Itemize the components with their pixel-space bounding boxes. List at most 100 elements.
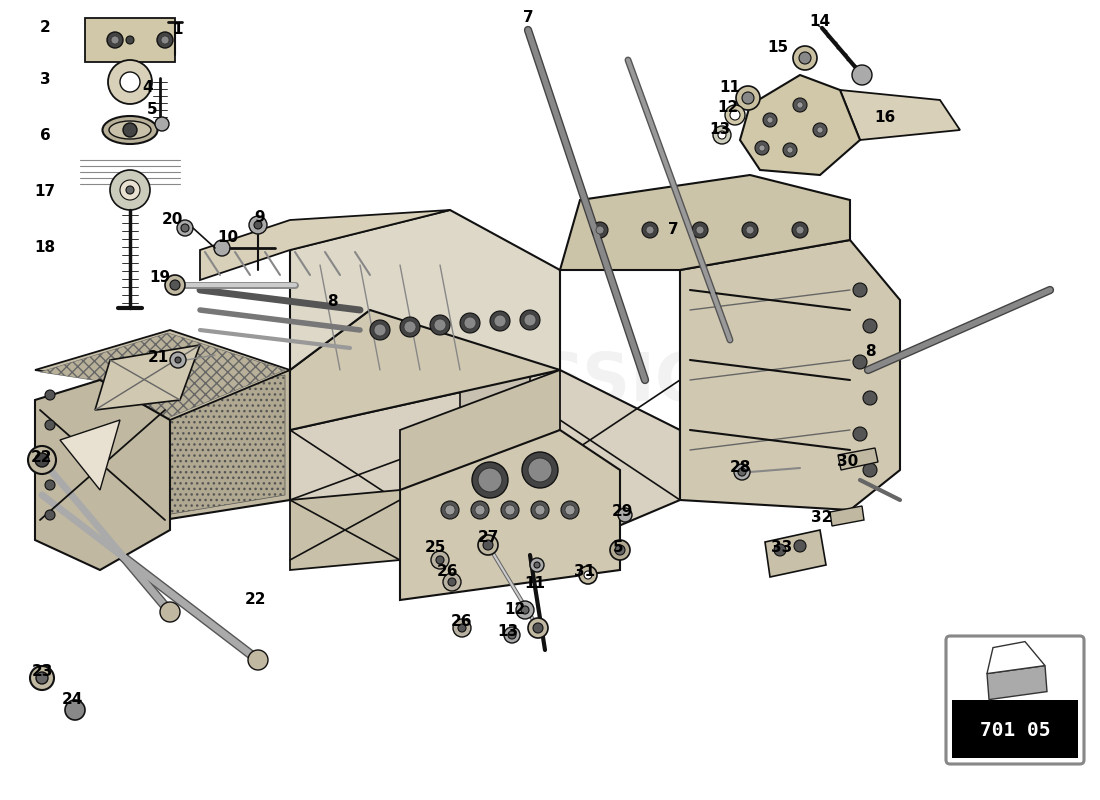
Ellipse shape [102, 116, 157, 144]
Circle shape [534, 623, 543, 633]
Text: 29: 29 [612, 505, 632, 519]
Circle shape [534, 562, 540, 568]
Polygon shape [740, 75, 860, 175]
Circle shape [565, 505, 575, 515]
Polygon shape [100, 370, 290, 530]
Polygon shape [290, 310, 560, 430]
Text: 2: 2 [40, 21, 51, 35]
Circle shape [478, 468, 502, 492]
Text: 21: 21 [147, 350, 168, 366]
Text: 12: 12 [717, 101, 738, 115]
Polygon shape [838, 448, 878, 470]
Circle shape [615, 545, 625, 555]
Circle shape [734, 464, 750, 480]
Circle shape [592, 222, 608, 238]
Circle shape [742, 92, 754, 104]
Circle shape [864, 463, 877, 477]
Text: 7: 7 [668, 222, 679, 238]
Polygon shape [60, 420, 120, 490]
Circle shape [434, 319, 446, 331]
Circle shape [45, 420, 55, 430]
Circle shape [248, 650, 268, 670]
Text: 16: 16 [874, 110, 895, 126]
Circle shape [471, 501, 490, 519]
Circle shape [524, 314, 536, 326]
Circle shape [464, 317, 476, 329]
Circle shape [460, 313, 480, 333]
Bar [952, 700, 1078, 758]
Text: 6: 6 [40, 127, 51, 142]
Text: 31: 31 [574, 565, 595, 579]
Circle shape [642, 222, 658, 238]
Circle shape [441, 501, 459, 519]
Circle shape [45, 390, 55, 400]
Circle shape [249, 216, 267, 234]
Circle shape [110, 170, 150, 210]
Circle shape [530, 558, 544, 572]
Circle shape [65, 700, 85, 720]
FancyBboxPatch shape [946, 636, 1084, 764]
Circle shape [798, 102, 803, 108]
Circle shape [561, 501, 579, 519]
Text: 20: 20 [162, 213, 183, 227]
Circle shape [584, 571, 592, 579]
Polygon shape [85, 18, 175, 62]
Circle shape [107, 32, 123, 48]
Circle shape [730, 110, 740, 120]
Text: 701 05: 701 05 [980, 721, 1050, 739]
Circle shape [177, 220, 192, 236]
Polygon shape [560, 175, 850, 270]
Polygon shape [200, 210, 450, 280]
Text: CLASSIC
PARTS: CLASSIC PARTS [395, 349, 705, 491]
Circle shape [120, 72, 140, 92]
Polygon shape [764, 530, 826, 577]
Text: 25: 25 [425, 541, 446, 555]
Circle shape [120, 180, 140, 200]
Circle shape [596, 226, 604, 234]
Circle shape [531, 501, 549, 519]
Circle shape [446, 505, 455, 515]
Text: 4: 4 [143, 81, 153, 95]
Circle shape [175, 357, 182, 363]
Circle shape [508, 631, 516, 639]
Circle shape [793, 46, 817, 70]
Circle shape [126, 36, 134, 44]
Circle shape [214, 240, 230, 256]
Circle shape [618, 508, 632, 522]
Circle shape [30, 666, 54, 690]
Text: 11: 11 [719, 81, 740, 95]
Polygon shape [400, 370, 560, 500]
Circle shape [852, 427, 867, 441]
Polygon shape [104, 375, 285, 525]
Circle shape [36, 672, 48, 684]
Circle shape [813, 123, 827, 137]
Text: 7: 7 [522, 10, 534, 26]
Circle shape [725, 105, 745, 125]
Circle shape [35, 453, 50, 467]
Polygon shape [290, 370, 680, 555]
Circle shape [505, 505, 515, 515]
Text: 8: 8 [865, 345, 876, 359]
Polygon shape [680, 240, 900, 510]
Polygon shape [40, 333, 285, 418]
Circle shape [783, 143, 798, 157]
Polygon shape [830, 506, 864, 526]
Circle shape [516, 601, 534, 619]
Circle shape [500, 501, 519, 519]
Circle shape [520, 310, 540, 330]
Circle shape [182, 224, 189, 232]
Circle shape [108, 60, 152, 104]
Circle shape [718, 131, 726, 139]
Circle shape [852, 355, 867, 369]
Circle shape [123, 123, 138, 137]
Text: 3: 3 [40, 73, 51, 87]
Circle shape [478, 535, 498, 555]
Circle shape [400, 317, 420, 337]
Circle shape [448, 578, 456, 586]
Circle shape [736, 86, 760, 110]
Text: 33: 33 [771, 541, 793, 555]
Polygon shape [95, 345, 200, 410]
Text: 17: 17 [34, 185, 56, 199]
Text: 27: 27 [477, 530, 498, 546]
Circle shape [528, 458, 552, 482]
